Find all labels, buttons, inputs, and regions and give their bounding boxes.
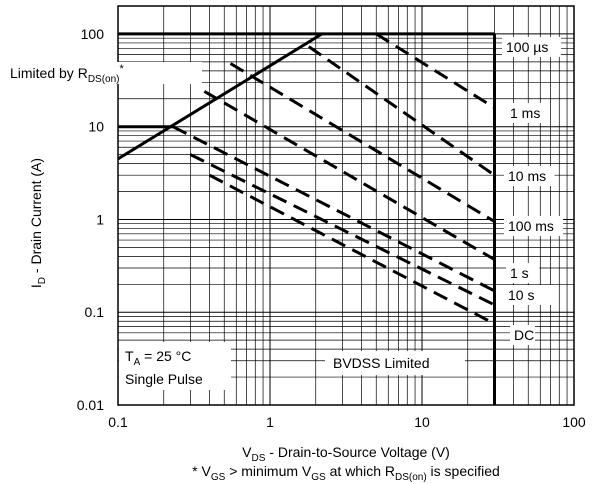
series-limited-by-rds-on [117, 32, 323, 161]
footnote: * VGS > minimum VGS at which RDS(on) is … [192, 463, 500, 483]
series-1-ms [307, 45, 496, 177]
single-pulse-label: Single Pulse [125, 371, 203, 387]
series-10-s [189, 153, 496, 307]
y-axis-main: I [28, 284, 44, 288]
x-axis-sub: DS [252, 453, 266, 464]
y-axis-rest: - Drain Current (A) [28, 158, 44, 277]
label-bg-l100us [502, 37, 561, 57]
rdson-sup: * [120, 63, 125, 75]
x-tick-label: 0.1 [108, 414, 128, 430]
footnote-p1: * V [192, 463, 211, 479]
footnote-s1: GS [211, 472, 226, 483]
label-bg-l10ms [504, 166, 555, 186]
x-tick-label: 10 [414, 414, 430, 430]
footnote-s2: GS [311, 472, 326, 483]
plot-frame [117, 5, 575, 406]
series-layer [117, 32, 496, 405]
label-bg-lDC [510, 325, 535, 345]
y-axis-title: ID - Drain Current (A) [28, 158, 48, 288]
ta-rest: = 25 °C [140, 348, 191, 364]
y-axis-sub: D [37, 277, 48, 284]
rdson-main: Limited by R [10, 65, 88, 81]
footnote-s3: DS(on) [395, 472, 427, 483]
curve-label-l10s: 10 s [508, 287, 534, 303]
series-1-s [172, 125, 496, 293]
curve-labels: 100 µs 1 ms 10 ms 100 ms 1 s 10 s DC [502, 37, 563, 345]
footnote-p2: > minimum V [225, 463, 312, 479]
series-100-ms [203, 90, 496, 261]
x-axis-title: VDS - Drain-to-Source Voltage (V) [242, 444, 450, 464]
label-bg-l1ms [506, 103, 548, 123]
conditions-bg [119, 342, 231, 390]
curve-label-l1s: 1 s [510, 265, 529, 281]
series-10-ms [229, 62, 496, 223]
label-bg-l10s [504, 285, 555, 305]
curve-label-l100us: 100 µs [506, 39, 548, 55]
rdson-sub: DS(on) [88, 74, 120, 85]
y-tick-label: 0.01 [77, 397, 104, 413]
series-dc [208, 173, 496, 326]
bvdss-label-bg [325, 351, 465, 375]
curve-label-l10ms: 10 ms [508, 168, 546, 184]
rdson-label-bg [6, 62, 202, 84]
ta-main: T [125, 348, 134, 364]
rdson-label: Limited by RDS(on)* [10, 63, 125, 85]
y-tick-label: 0.1 [85, 304, 105, 320]
y-tick-label: 1 [96, 211, 104, 227]
footnote-p4: is specified [427, 463, 500, 479]
curve-label-l1ms: 1 ms [510, 105, 540, 121]
ta-sub: A [134, 357, 141, 368]
x-tick-label: 1 [266, 414, 274, 430]
bvdss-label: BVDSS Limited [333, 355, 429, 371]
x-tick-label: 100 [562, 414, 586, 430]
curve-label-l100ms: 100 ms [508, 218, 554, 234]
label-bg-l1s [506, 263, 540, 283]
series-100-s [375, 32, 496, 110]
label-bg-l100ms [504, 216, 563, 236]
ta-label: TA = 25 °C [125, 348, 191, 368]
curve-label-lDC: DC [514, 327, 534, 343]
y-tick-label: 100 [81, 26, 105, 42]
x-axis-main: V [242, 444, 252, 460]
x-axis-rest: - Drain-to-Source Voltage (V) [265, 444, 449, 460]
footnote-p3: at which R [326, 463, 395, 479]
y-tick-label: 10 [88, 119, 104, 135]
